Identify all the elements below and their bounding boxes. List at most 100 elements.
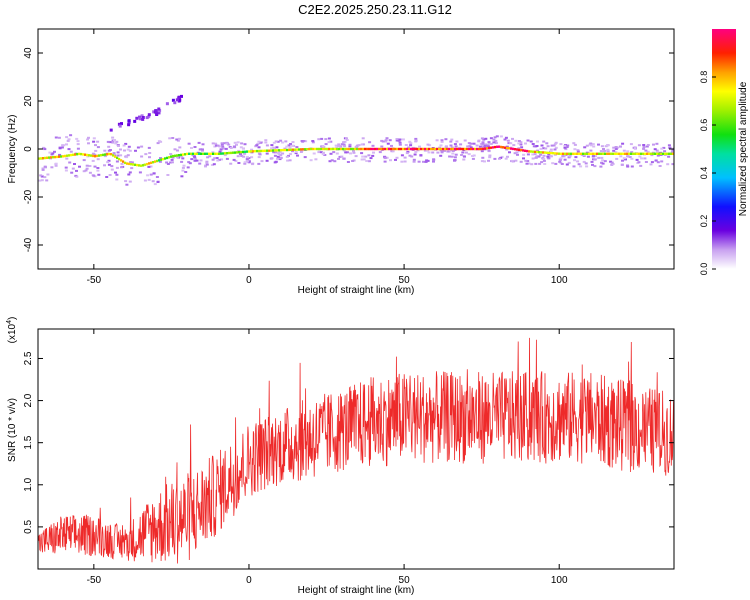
spectrogram-halo-cell bbox=[443, 149, 446, 152]
spectrogram-halo-cell bbox=[559, 143, 563, 146]
spectrogram-halo-cell bbox=[540, 161, 544, 164]
spectrogram-halo-cell bbox=[469, 146, 473, 149]
spectrogram-core-cell bbox=[298, 148, 301, 151]
spectrogram-halo-cell bbox=[106, 140, 110, 143]
spectrogram-halo-cell bbox=[265, 144, 269, 147]
spectrogram-halo-cell bbox=[630, 151, 634, 153]
spectrogram-halo-cell bbox=[300, 140, 304, 142]
spectrogram-halo-cell bbox=[614, 148, 618, 150]
spectrogram-halo-cell bbox=[553, 142, 557, 145]
spectrogram-core-cell bbox=[440, 147, 443, 151]
spectrogram-halo-cell bbox=[320, 137, 324, 140]
spectrogram-halo-cell bbox=[482, 145, 486, 148]
spectrogram-halo-cell bbox=[649, 163, 653, 166]
spectrogram-core-cell bbox=[90, 154, 93, 157]
spectrogram-halo-cell bbox=[193, 155, 197, 158]
spectrogram-halo-cell bbox=[453, 159, 456, 162]
spectrogram-halo-cell bbox=[54, 164, 58, 167]
spectrogram-core-cell bbox=[246, 150, 249, 153]
spectrogram-halo-cell bbox=[304, 140, 308, 143]
spectrogram-core-cell bbox=[432, 147, 435, 151]
spectrogram-halo-cell bbox=[67, 148, 71, 151]
spectrogram-halo-cell bbox=[444, 146, 448, 148]
spectrogram-halo-cell bbox=[480, 160, 484, 163]
spectrogram-halo-cell bbox=[178, 146, 182, 149]
spectrogram-halo-cell bbox=[195, 159, 199, 162]
spectrogram-halo-cell bbox=[112, 152, 116, 155]
spectrogram-core-cell bbox=[570, 152, 573, 155]
spectrogram-core-cell bbox=[372, 147, 375, 151]
spectrogram-halo-cell bbox=[236, 141, 240, 144]
spectrogram-halo-cell bbox=[119, 154, 123, 157]
spectrogram-halo-cell bbox=[40, 175, 44, 178]
spectrogram-halo-cell bbox=[451, 150, 455, 152]
spectrogram-branch-cell bbox=[154, 110, 158, 114]
spectrogram-halo-cell bbox=[652, 143, 655, 146]
spectrogram-core-cell bbox=[176, 154, 179, 157]
spectrogram-halo-cell bbox=[517, 142, 521, 145]
spectrogram-halo-cell bbox=[148, 152, 152, 154]
spectrogram-halo-cell bbox=[199, 159, 203, 162]
spectrogram-halo-cell bbox=[481, 144, 485, 147]
spectrogram-core-cell bbox=[190, 152, 193, 155]
spectrogram-core-cell bbox=[460, 147, 463, 151]
spectrogram-halo-cell bbox=[115, 178, 119, 181]
spectrogram-core-cell bbox=[562, 152, 565, 155]
spectrogram-halo-cell bbox=[542, 147, 546, 150]
spectrogram-halo-cell bbox=[67, 138, 71, 141]
spectrogram-core-cell bbox=[326, 147, 329, 151]
spectrogram-halo-cell bbox=[539, 147, 543, 150]
spectrogram-halo-cell bbox=[165, 161, 169, 164]
spectrogram-halo-cell bbox=[553, 148, 557, 151]
spectrogram-halo-cell bbox=[630, 157, 634, 160]
spectrogram-halo-cell bbox=[270, 144, 274, 147]
spectrogram-halo-cell bbox=[210, 164, 214, 166]
spectrogram-panel: -50 0 50 100 -40 -20 0 20 40 Height of straight … bbox=[7, 28, 675, 296]
spectrogram-halo-cell bbox=[328, 160, 332, 163]
spectrogram-halo-cell bbox=[180, 155, 184, 158]
spectrogram-halo-cell bbox=[186, 166, 190, 169]
spectrogram-core-cell bbox=[140, 164, 143, 167]
spectrogram-halo-cell bbox=[218, 150, 222, 153]
spectrogram-halo-cell bbox=[216, 144, 220, 147]
spectrogram-x-label: Height of straight line (km) bbox=[298, 285, 415, 296]
spectrogram-halo-cell bbox=[486, 144, 490, 146]
spectrogram-branch-cell bbox=[152, 110, 156, 114]
spectrogram-halo-cell bbox=[94, 149, 98, 152]
spectrogram-halo-cell bbox=[215, 157, 219, 159]
spectrogram-halo-cell bbox=[44, 166, 47, 169]
spectrogram-halo-cell bbox=[272, 141, 276, 144]
spectrogram-core-cell bbox=[652, 152, 655, 155]
spectrogram-halo-cell bbox=[506, 139, 510, 142]
spectrogram-branch-cell bbox=[133, 119, 137, 123]
spectrogram-halo-cell bbox=[157, 140, 161, 143]
spectrogram-halo-cell bbox=[416, 149, 420, 152]
snr-y-tick-label: 0.5 bbox=[23, 520, 34, 534]
spectrogram-halo-cell bbox=[448, 155, 452, 158]
spectrogram-halo-cell bbox=[223, 154, 227, 157]
spectrogram-core-cell bbox=[102, 153, 105, 157]
spectrogram-halo-cell bbox=[494, 139, 498, 142]
spectrogram-core-cell bbox=[354, 147, 357, 151]
colorbar-gradient bbox=[712, 29, 736, 269]
spectrogram-halo-cell bbox=[508, 151, 511, 154]
spectrogram-halo-cell bbox=[440, 139, 444, 142]
spectrogram-halo-cell bbox=[591, 143, 595, 146]
spectrogram-core-cell bbox=[634, 152, 637, 155]
spectrogram-branch-cell bbox=[141, 116, 145, 119]
spectrogram-halo-cell bbox=[295, 146, 299, 149]
spectrogram-halo-cell bbox=[487, 142, 491, 145]
spectrogram-halo-cell bbox=[391, 150, 395, 153]
spectrogram-halo-cell bbox=[552, 144, 556, 147]
colorbar-tick-label: 0.2 bbox=[699, 215, 709, 228]
spectrogram-halo-cell bbox=[655, 149, 659, 152]
spectrogram-halo-cell bbox=[187, 161, 191, 164]
spectrogram-halo-cell bbox=[227, 143, 231, 146]
spectrogram-halo-cell bbox=[134, 149, 137, 152]
spectrogram-halo-cell bbox=[48, 151, 52, 154]
spectrogram-core-cell bbox=[386, 147, 389, 151]
spectrogram-halo-cell bbox=[159, 157, 162, 160]
spectrogram-halo-cell bbox=[602, 148, 605, 150]
spectrogram-halo-cell bbox=[271, 146, 275, 149]
spectrogram-core-cell bbox=[148, 162, 151, 165]
